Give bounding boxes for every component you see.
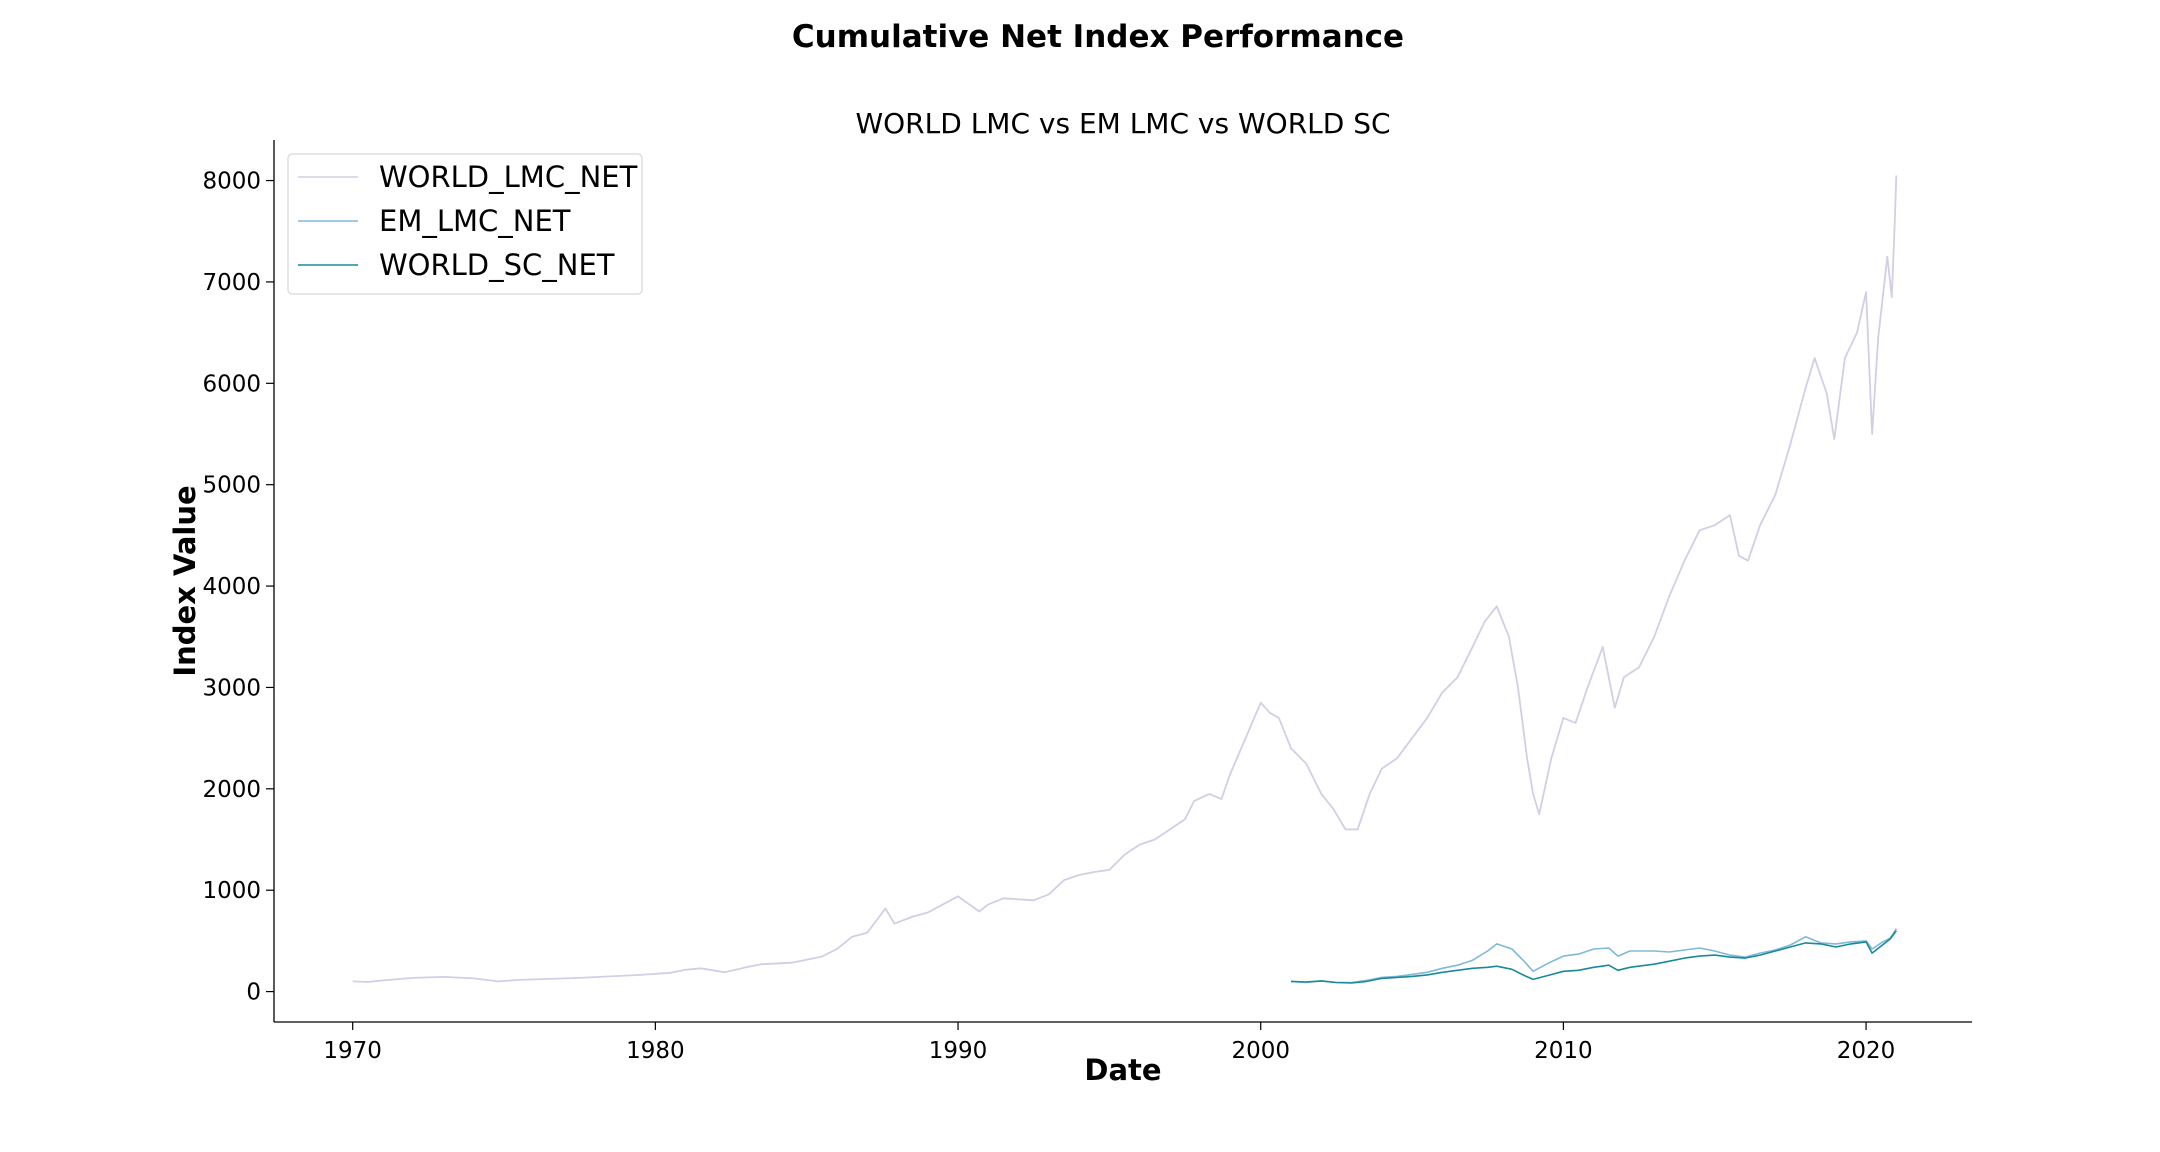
y-ticks: 0 1000 2000 3000 4000 5000 6000 7000 8000 — [202, 169, 274, 1006]
y-tick-label: 6000 — [202, 371, 261, 397]
y-axis-label: Index Value — [168, 485, 202, 676]
y-tick-label: 1000 — [202, 878, 261, 904]
y-tick-label: 2000 — [202, 777, 261, 803]
x-tick-label: 1990 — [929, 1038, 988, 1064]
y-tick-label: 0 — [246, 980, 261, 1006]
x-tick-label: 2020 — [1837, 1038, 1896, 1064]
series-layer — [352, 175, 1898, 984]
x-ticks: 1970 1980 1990 2000 2010 2020 — [323, 1022, 1895, 1064]
plot-area: 1970 1980 1990 2000 2010 2020 0 1000 2000 3000 40… — [202, 140, 1972, 1064]
y-tick-label: 4000 — [202, 574, 261, 600]
y-tick-label: 5000 — [202, 473, 261, 499]
chart-title: Cumulative Net Index Performance — [792, 19, 1404, 55]
x-tick-label: 1970 — [323, 1038, 382, 1064]
x-tick-label: 2000 — [1231, 1038, 1290, 1064]
legend-label-em-lmc: EM_LMC_NET — [379, 204, 571, 238]
y-tick-label: 8000 — [202, 169, 261, 195]
series-line-world-lmc-net — [352, 175, 1898, 983]
x-axis-label: Date — [1084, 1053, 1161, 1087]
y-tick-label: 7000 — [202, 270, 261, 296]
y-tick-label: 3000 — [202, 675, 261, 701]
legend-label-world-sc: WORLD_SC_NET — [379, 248, 615, 282]
x-tick-label: 2010 — [1534, 1038, 1593, 1064]
chart-subtitle: WORLD LMC vs EM LMC vs WORLD SC — [855, 107, 1390, 140]
series-line-em-lmc-net — [1290, 928, 1897, 984]
legend: WORLD_LMC_NET EM_LMC_NET WORLD_SC_NET — [287, 153, 643, 295]
series-line-world-sc-net — [1290, 930, 1897, 984]
legend-label-world-lmc: WORLD_LMC_NET — [379, 160, 638, 194]
legend-frame — [287, 153, 643, 295]
x-tick-label: 1980 — [626, 1038, 685, 1064]
